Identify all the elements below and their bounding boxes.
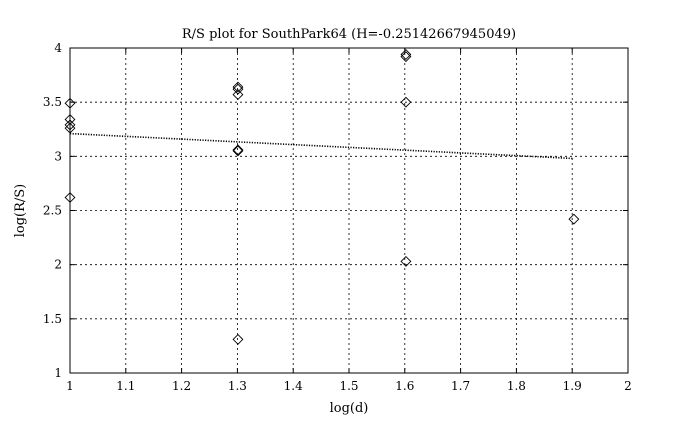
x-tick-label: 2 bbox=[624, 379, 632, 393]
x-axis-label: log(d) bbox=[330, 401, 369, 416]
data-point-diamond bbox=[64, 97, 76, 109]
data-point-diamond bbox=[232, 333, 244, 345]
data-point-diamond bbox=[568, 213, 580, 225]
data-point-diamond bbox=[232, 145, 244, 157]
x-tick-label: 1.5 bbox=[339, 379, 358, 393]
x-tick-label: 1.3 bbox=[228, 379, 247, 393]
data-point-diamond bbox=[400, 96, 412, 108]
y-tick-label: 2 bbox=[54, 258, 62, 272]
scatter-points bbox=[64, 49, 580, 345]
y-tick-label: 2.5 bbox=[43, 204, 62, 218]
x-tick-label: 1 bbox=[66, 379, 74, 393]
x-tick-label: 1.7 bbox=[451, 379, 470, 393]
grid-lines bbox=[70, 48, 628, 373]
x-tick-label: 1.4 bbox=[284, 379, 303, 393]
data-point-diamond bbox=[232, 81, 244, 93]
x-tick-label: 1.8 bbox=[507, 379, 526, 393]
data-point-diamond bbox=[400, 49, 412, 60]
y-tick-label: 4 bbox=[54, 41, 62, 55]
data-point-diamond bbox=[64, 119, 76, 131]
data-point-diamond bbox=[64, 192, 76, 203]
regression-fit-line bbox=[69, 132, 574, 160]
data-point-diamond bbox=[232, 89, 244, 101]
data-point-diamond bbox=[232, 83, 244, 95]
x-tick-label: 1.1 bbox=[116, 379, 135, 393]
y-axis-label: log(R/S) bbox=[13, 184, 28, 238]
data-point-diamond bbox=[400, 255, 412, 267]
x-tick-label: 1.6 bbox=[395, 379, 414, 393]
data-point-diamond bbox=[232, 144, 244, 156]
y-tick-label: 3.5 bbox=[43, 95, 62, 109]
y-tick-label: 1 bbox=[54, 366, 62, 380]
y-tick-label: 1.5 bbox=[43, 312, 62, 326]
x-tick-label: 1.2 bbox=[172, 379, 191, 393]
y-tick-label: 3 bbox=[54, 149, 62, 163]
data-point-diamond bbox=[64, 114, 76, 125]
x-tick-label: 1.9 bbox=[563, 379, 582, 393]
chart-title: R/S plot for SouthPark64 (H=-0.251426679… bbox=[182, 27, 516, 42]
data-point-diamond bbox=[64, 122, 76, 134]
data-point-diamond bbox=[400, 51, 412, 63]
